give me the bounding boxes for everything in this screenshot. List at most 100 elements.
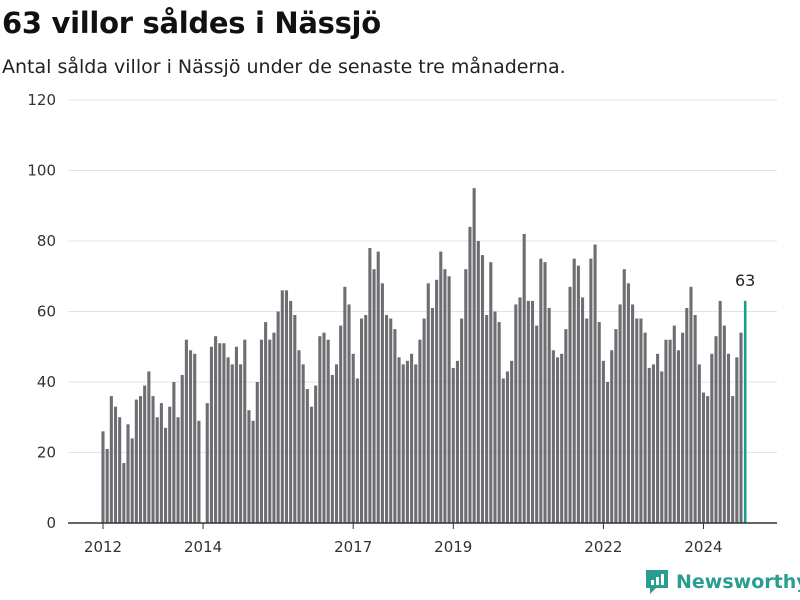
- x-tick-label: 2024: [684, 538, 722, 556]
- bar: [622, 269, 626, 523]
- bar: [205, 403, 209, 523]
- bar: [314, 385, 318, 523]
- bar: [639, 318, 643, 523]
- bar: [480, 255, 485, 523]
- bar: [272, 332, 276, 523]
- bar: [668, 339, 672, 523]
- x-tick-label: 2019: [434, 538, 472, 556]
- bar: [105, 448, 109, 523]
- bar: [284, 290, 289, 523]
- bar: [439, 251, 443, 523]
- bar: [489, 262, 493, 523]
- bar: [389, 318, 393, 523]
- bar: [643, 332, 647, 523]
- bar: [372, 269, 376, 523]
- bar: [126, 424, 130, 523]
- bar: [276, 311, 280, 523]
- bar: [251, 420, 255, 523]
- bar: [301, 364, 305, 523]
- bar: [418, 339, 422, 523]
- bar: [526, 300, 530, 523]
- bar: [347, 304, 351, 523]
- chart-title: 63 villor såldes i Nässjö: [2, 6, 381, 40]
- bar: [339, 325, 343, 523]
- newsworthy-logo[interactable]: Newsworthy: [644, 568, 800, 596]
- bar: [359, 318, 364, 523]
- bar: [355, 378, 359, 523]
- bar: [505, 371, 510, 523]
- bar: [130, 438, 134, 523]
- bar: [218, 343, 222, 523]
- bar: [380, 283, 384, 523]
- y-tick-label: 60: [37, 303, 56, 321]
- bar: [343, 286, 347, 523]
- bar: [293, 315, 297, 523]
- bar: [493, 311, 497, 523]
- bar: [197, 420, 201, 523]
- bar: [259, 339, 264, 523]
- bar: [189, 350, 193, 523]
- bar: [589, 258, 593, 523]
- bar: [572, 258, 576, 523]
- bar: [113, 406, 118, 523]
- bar: [472, 188, 476, 523]
- bar: [464, 269, 468, 523]
- bar: [247, 410, 251, 523]
- bar: [255, 382, 259, 523]
- x-tick-label: 2014: [184, 538, 222, 556]
- y-tick-label: 40: [37, 373, 56, 391]
- bar: [322, 332, 326, 523]
- y-tick-label: 0: [46, 514, 56, 532]
- bar: [606, 382, 610, 523]
- bar: [518, 297, 522, 523]
- bar: [710, 353, 714, 523]
- bar: [635, 318, 639, 523]
- bar: [209, 346, 213, 523]
- bar: [468, 226, 472, 523]
- x-tick-label: 2022: [584, 538, 622, 556]
- bar: [305, 389, 309, 523]
- bar: [522, 233, 526, 523]
- bar: [514, 304, 518, 523]
- y-tick-label: 80: [37, 232, 56, 250]
- bar: [443, 269, 447, 523]
- bar: [656, 353, 660, 523]
- bar: [647, 367, 651, 523]
- bar: [726, 353, 731, 523]
- bar: [234, 346, 238, 523]
- bar: [689, 286, 693, 523]
- y-tick-label: 20: [37, 444, 56, 462]
- bar: [376, 251, 380, 523]
- bar: [155, 417, 159, 523]
- bar: [539, 258, 543, 523]
- bar: [685, 307, 689, 523]
- bar: [672, 325, 676, 523]
- bar: [351, 353, 355, 523]
- bar: [497, 322, 501, 523]
- bar: [435, 279, 439, 523]
- bar: [547, 307, 551, 523]
- bar: [564, 329, 568, 523]
- bar: [460, 318, 464, 523]
- bars: [101, 188, 747, 524]
- bar: [426, 283, 430, 523]
- bar: [693, 315, 697, 523]
- bar: [334, 364, 339, 523]
- bar: [660, 371, 664, 523]
- bar: [701, 392, 706, 523]
- bar: [560, 353, 564, 523]
- bar: [543, 262, 547, 523]
- bar: [618, 304, 622, 523]
- bar: [193, 353, 197, 523]
- bar: [610, 350, 614, 523]
- highlight-bar: [743, 300, 747, 523]
- bar: [318, 336, 322, 523]
- bar: [393, 329, 397, 523]
- bar: [501, 378, 505, 523]
- bar: [214, 336, 218, 523]
- y-tick-label: 120: [27, 91, 56, 109]
- bar: [706, 396, 710, 523]
- bar: [681, 332, 685, 523]
- bar: [330, 374, 334, 523]
